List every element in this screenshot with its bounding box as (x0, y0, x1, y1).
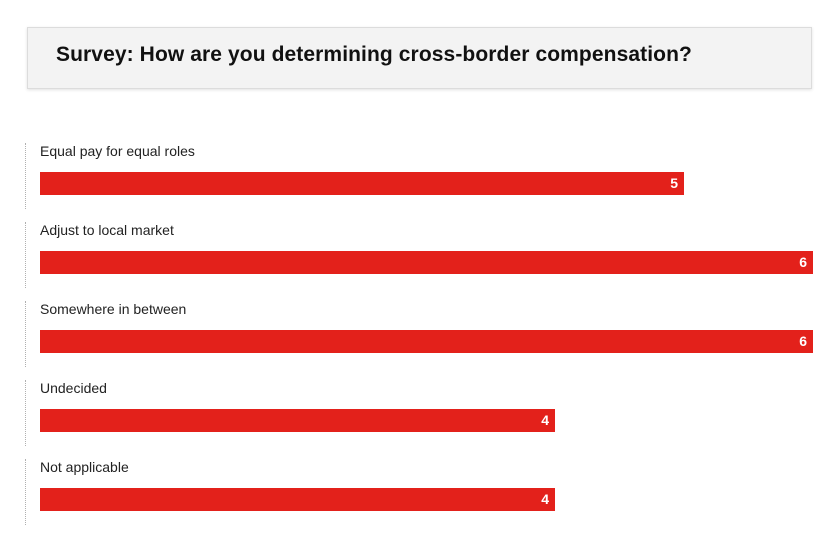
bar: 6 (40, 330, 813, 353)
row-divider (25, 222, 26, 288)
bar-row: Somewhere in between 6 (0, 301, 840, 367)
category-label: Somewhere in between (40, 301, 187, 317)
category-label: Undecided (40, 380, 107, 396)
bar: 5 (40, 172, 684, 195)
row-divider (25, 380, 26, 446)
category-label: Adjust to local market (40, 222, 174, 238)
chart-title: Survey: How are you determining cross-bo… (56, 43, 692, 66)
bar-row: Not applicable 4 (0, 459, 840, 525)
bar-row: Adjust to local market 6 (0, 222, 840, 288)
category-label: Not applicable (40, 459, 129, 475)
bar-row: Equal pay for equal roles 5 (0, 143, 840, 209)
bar-value-label: 6 (799, 254, 807, 270)
bar-value-label: 4 (541, 412, 549, 428)
category-label: Equal pay for equal roles (40, 143, 195, 159)
bar-value-label: 4 (541, 491, 549, 507)
bar-row: Undecided 4 (0, 380, 840, 446)
row-divider (25, 459, 26, 525)
bar-value-label: 6 (799, 333, 807, 349)
bar-value-label: 5 (670, 175, 678, 191)
bar: 6 (40, 251, 813, 274)
chart-title-box: Survey: How are you determining cross-bo… (27, 27, 812, 89)
bar: 4 (40, 488, 555, 511)
row-divider (25, 301, 26, 367)
row-divider (25, 143, 26, 209)
bar: 4 (40, 409, 555, 432)
